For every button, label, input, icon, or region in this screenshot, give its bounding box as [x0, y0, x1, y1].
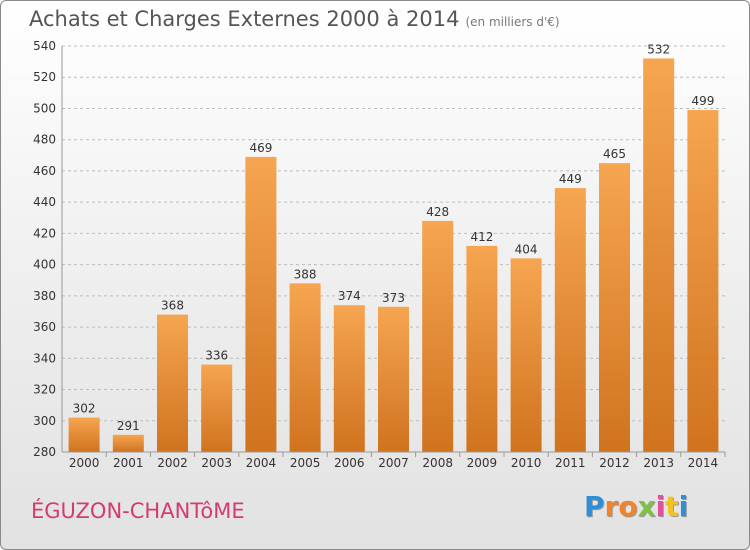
x-tick-label: 2009 [467, 456, 498, 470]
y-tick-label: 380 [33, 289, 56, 303]
y-axis-ticks: 280 300 320 340 360 380 400 420 440 460 480 500 520 5… [33, 39, 56, 459]
x-tick-label: 2002 [157, 456, 188, 470]
title-text: Achats et Charges Externes 2000 à 2014 [29, 7, 460, 31]
bar-2014 [687, 110, 719, 453]
y-tick-label: 520 [33, 70, 56, 84]
y-tick-label: 500 [33, 101, 56, 115]
bar-value-label: 336 [205, 349, 228, 363]
x-tick-label: 2001 [113, 456, 144, 470]
bar-value-label: 374 [338, 289, 361, 303]
x-tick-label: 2004 [246, 456, 277, 470]
commune-name: ÉGUZON-CHANTôME [31, 499, 245, 523]
x-axis-ticks: 2000 2001 2002 2003 2004 2005 2006 2007 2008 2009… [69, 452, 726, 470]
x-tick-label: 2006 [334, 456, 365, 470]
bar-value-label: 368 [161, 299, 184, 313]
bar-2003 [201, 364, 233, 452]
y-tick-label: 280 [33, 445, 56, 459]
bar-2001 [112, 434, 144, 452]
y-tick-label: 300 [33, 414, 56, 428]
y-tick-label: 440 [33, 195, 56, 209]
bars: 302 291 368 336 469 388 374 373 428 412 404 449 465 5… [68, 42, 719, 453]
x-tick-label: 2013 [643, 456, 674, 470]
y-tick-label: 420 [33, 226, 56, 240]
x-tick-label: 2003 [201, 456, 232, 470]
chart-title: Achats et Charges Externes 2000 à 2014 (e… [29, 7, 560, 31]
bar-2008 [422, 220, 454, 452]
bar-2009 [466, 245, 498, 452]
x-tick-label: 2005 [290, 456, 321, 470]
logo-letter: x [637, 490, 656, 523]
y-tick-label: 340 [33, 351, 56, 365]
x-tick-label: 2000 [69, 456, 100, 470]
bar-2010 [510, 258, 542, 452]
logo-letter: r [604, 490, 619, 523]
bar-2005 [289, 283, 321, 452]
bar-value-label: 302 [73, 402, 96, 416]
x-tick-label: 2010 [511, 456, 542, 470]
x-tick-label: 2011 [555, 456, 586, 470]
bar-value-label: 404 [515, 242, 538, 256]
bar-value-label: 412 [470, 230, 493, 244]
x-tick-label: 2012 [599, 456, 630, 470]
y-tick-label: 360 [33, 320, 56, 334]
proxiti-logo: Proxiti [584, 490, 688, 523]
bar-2000 [68, 417, 100, 452]
logo-letter: i [655, 490, 666, 523]
y-tick-label: 540 [33, 39, 56, 53]
bar-2007 [378, 306, 409, 452]
bar-2011 [554, 188, 586, 452]
y-tick-label: 460 [33, 164, 56, 178]
bar-value-label: 469 [249, 141, 272, 155]
logo-letter: i [678, 490, 689, 523]
bar-2012 [599, 163, 630, 452]
bar-value-label: 291 [117, 419, 140, 433]
x-tick-label: 2014 [688, 456, 719, 470]
bar-2002 [157, 314, 188, 452]
bar-value-label: 428 [426, 205, 449, 219]
x-tick-label: 2007 [378, 456, 409, 470]
bar-value-label: 449 [559, 172, 582, 186]
bar-2006 [333, 305, 365, 452]
logo-letter: o [618, 490, 638, 523]
bar-2004 [245, 156, 277, 452]
logo-letter: t [665, 490, 679, 523]
y-tick-label: 320 [33, 383, 56, 397]
chart-subtitle: (en milliers d'€) [465, 15, 560, 29]
bar-value-label: 388 [294, 267, 317, 281]
logo-letter: P [584, 490, 605, 523]
bar-value-label: 373 [382, 291, 405, 305]
bar-value-label: 465 [603, 147, 626, 161]
y-tick-label: 400 [33, 258, 56, 272]
bar-value-label: 499 [691, 94, 714, 108]
bar-value-label: 532 [647, 42, 670, 56]
bar-2013 [643, 58, 675, 452]
y-tick-label: 480 [33, 133, 56, 147]
x-tick-label: 2008 [422, 456, 453, 470]
